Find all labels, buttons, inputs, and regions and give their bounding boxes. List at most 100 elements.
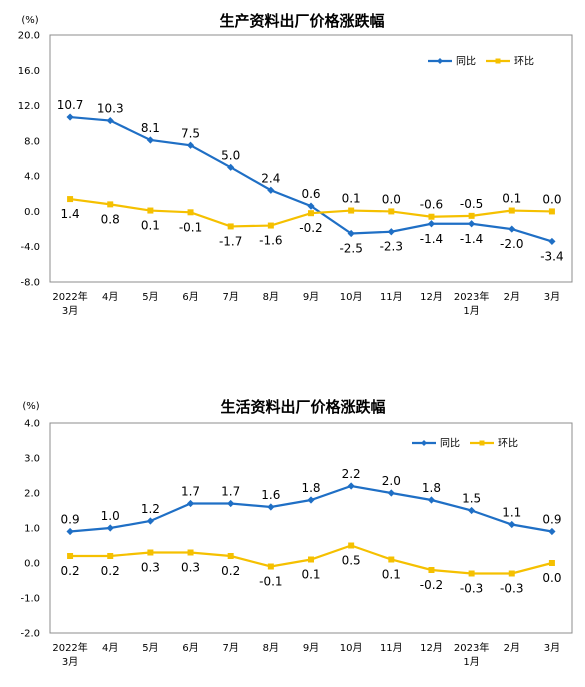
data-point (66, 113, 74, 121)
data-point (227, 163, 235, 171)
data-label: -2.3 (380, 240, 403, 254)
x-tick-label: 7月 (223, 642, 239, 654)
legend-marker (421, 440, 427, 446)
data-point (548, 560, 555, 566)
x-tick-label: 2023年 1月 (454, 290, 489, 317)
y-tick-label: 3.0 (24, 454, 40, 465)
x-tick-line: 11月 (380, 642, 403, 654)
x-tick-label: 2022年 3月 (52, 641, 87, 668)
data-label: 0.0 (542, 192, 561, 206)
x-tick-line: 11月 (380, 291, 403, 303)
data-point (468, 506, 476, 515)
data-label: 0.6 (301, 187, 320, 201)
legend-label: 同比 (456, 56, 476, 68)
y-tick-label: 20.0 (18, 31, 40, 42)
data-point (427, 220, 436, 228)
x-tick-label: 9月 (303, 642, 319, 654)
y-tick-label: 0.0 (24, 207, 40, 218)
data-label: 1.0 (101, 509, 120, 523)
plot-area (49, 34, 573, 283)
data-label: -0.2 (420, 578, 443, 592)
data-point (468, 220, 476, 228)
data-point (107, 553, 114, 559)
data-point (106, 524, 114, 532)
x-tick-line: 4月 (102, 642, 118, 654)
data-label: 1.6 (261, 488, 280, 502)
data-label: 1.8 (422, 481, 441, 495)
data-label: -0.2 (299, 221, 322, 235)
data-label: 0.1 (141, 219, 160, 233)
x-tick-line: 9月 (303, 291, 319, 303)
data-label: 0.2 (61, 564, 80, 578)
legend-marker (437, 58, 443, 64)
x-tick-line: 7月 (223, 291, 239, 303)
data-label: 8.1 (141, 121, 160, 135)
legend-marker (479, 440, 485, 446)
x-tick-label: 8月 (263, 642, 279, 654)
data-point (186, 141, 195, 149)
data-point (66, 527, 74, 536)
data-point (186, 499, 195, 508)
data-label: -0.6 (420, 198, 443, 212)
x-tick-label: 5月 (142, 642, 158, 654)
data-point (307, 496, 315, 504)
y-axis-unit: (%) (22, 401, 39, 412)
data-point (388, 208, 395, 215)
data-point (468, 212, 475, 219)
x-tick-line: 4月 (102, 291, 118, 303)
x-tick-line: 2月 (504, 642, 520, 654)
data-label: 0.5 (342, 554, 361, 568)
data-point (347, 482, 355, 490)
plot-area (49, 422, 573, 634)
data-label: 0.3 (181, 561, 200, 575)
x-tick-line: 5月 (142, 642, 158, 654)
data-point (147, 549, 154, 556)
data-label: 1.7 (181, 485, 200, 499)
x-tick-line: 10月 (340, 291, 363, 303)
x-tick-label: 11月 (380, 291, 403, 303)
data-label: 0.1 (301, 568, 320, 582)
y-tick-label: 4.0 (24, 419, 40, 430)
x-tick-label: 10月 (340, 642, 363, 654)
data-point (106, 116, 114, 125)
x-tick-line: 6月 (182, 291, 198, 303)
chart-svg: 生活资料出厂价格涨跌幅 (%) 4.0 3.0 2.0 1.0 0.0 -1.0 -2.0 202… (20, 398, 573, 668)
x-tick-label: 12月 (420, 291, 443, 303)
data-label: 1.5 (462, 492, 481, 506)
x-tick-line: 3月 (62, 656, 78, 668)
data-point (147, 207, 154, 214)
x-tick-line: 2022年 (52, 290, 87, 303)
data-label: -1.6 (259, 234, 282, 248)
data-label: -0.1 (259, 575, 282, 589)
data-label: 0.3 (141, 561, 160, 575)
x-tick-line: 1月 (463, 305, 479, 317)
data-label: 0.2 (101, 564, 120, 578)
x-tick-line: 12月 (420, 642, 443, 654)
data-point (308, 556, 314, 563)
legend-marker (495, 58, 501, 64)
data-label: 0.8 (101, 212, 120, 226)
y-tick-label: 16.0 (18, 66, 40, 77)
x-tick-line: 5月 (142, 291, 158, 303)
data-label: 10.3 (97, 102, 124, 116)
data-label: 1.8 (301, 481, 320, 495)
x-tick-label: 12月 (420, 642, 443, 654)
data-label: 0.9 (542, 513, 561, 527)
data-point (427, 496, 436, 504)
data-label: 7.5 (181, 126, 200, 140)
x-tick-line: 7月 (223, 642, 239, 654)
x-tick-line: 2月 (504, 291, 520, 303)
data-point (348, 542, 355, 549)
y-tick-label: 2.0 (24, 489, 40, 500)
x-tick-label: 6月 (182, 291, 198, 303)
data-point (348, 207, 355, 214)
x-tick-line: 10月 (340, 642, 363, 654)
chart-consumer-goods: 生活资料出厂价格涨跌幅 (%) 4.0 3.0 2.0 1.0 0.0 -1.0 -2.0 202… (0, 390, 585, 687)
y-tick-label: -2.0 (20, 629, 40, 640)
data-label: -1.4 (420, 232, 443, 246)
x-tick-line: 3月 (62, 305, 78, 317)
data-point (267, 563, 274, 570)
x-tick-line: 2023年 (454, 641, 489, 654)
chart-title: 生活资料出厂价格涨跌幅 (220, 398, 385, 416)
data-label: 1.1 (502, 506, 521, 520)
